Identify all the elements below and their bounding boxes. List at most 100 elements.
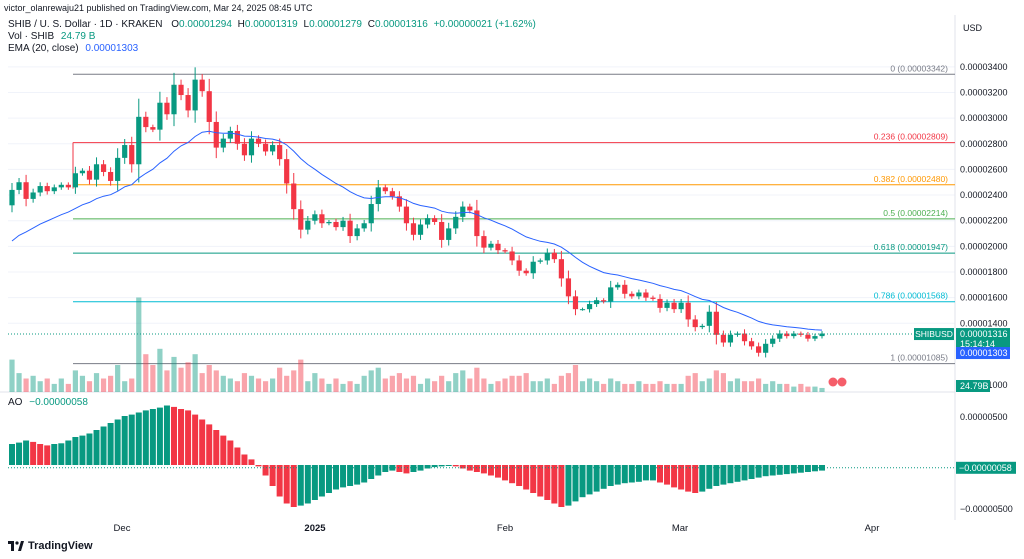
ohlc-open: 0.00001294	[179, 19, 232, 30]
ao-legend[interactable]: AO −0.00000058	[8, 397, 88, 408]
ao-bar	[811, 465, 818, 472]
volume-bar	[741, 381, 748, 392]
volume-bar	[277, 367, 283, 392]
candle-body	[671, 302, 677, 310]
candle-body	[375, 187, 381, 205]
volume-bar	[284, 375, 290, 392]
ao-bar	[9, 444, 15, 465]
volume-bar	[678, 383, 684, 392]
ao-bar	[727, 465, 734, 484]
ema-legend[interactable]: EMA (20, close) 0.00001303	[8, 43, 138, 54]
volume-bar	[100, 378, 107, 392]
volume-bar	[206, 365, 212, 392]
candle-body	[248, 138, 255, 156]
candle-body	[396, 196, 402, 207]
fib-level-label: 0.236 (0.00002809)	[874, 132, 948, 142]
volume-bar	[586, 378, 593, 392]
volume-bar	[213, 370, 219, 392]
volume-bar	[643, 383, 649, 392]
ao-bar	[206, 424, 213, 465]
volume-bar	[382, 378, 388, 392]
symbol-legend[interactable]: SHIB / U. S. Dollar · 1D · KRAKEN O0.000…	[8, 19, 536, 30]
ao-tag-bg	[956, 461, 1016, 474]
ao-bar	[375, 465, 382, 476]
ohlc-high-label: H	[237, 19, 245, 30]
candle-body	[305, 220, 311, 230]
candle-body	[410, 223, 417, 235]
candle-body	[791, 333, 797, 337]
ao-bar	[734, 465, 741, 482]
candle-body	[51, 187, 57, 192]
ao-bar	[755, 465, 762, 478]
brand-name: TradingView	[28, 540, 93, 552]
candle-body	[403, 206, 410, 224]
volume-bar	[474, 367, 480, 392]
candle-body	[199, 79, 205, 92]
candle-body	[657, 298, 663, 308]
ao-bar	[51, 444, 58, 465]
volume-bar	[763, 383, 769, 392]
volume-bar	[424, 378, 431, 392]
candle-body	[812, 336, 818, 339]
candle-body	[509, 251, 515, 261]
candle-body	[756, 346, 762, 353]
ao-bar	[495, 465, 501, 478]
candle-body	[523, 270, 529, 274]
time-axis-tick: Dec	[114, 523, 131, 534]
tradingview-logo[interactable]: TradingView	[8, 540, 93, 552]
ohlc-high: 0.00001319	[244, 19, 298, 30]
ao-value: −0.00000058	[29, 397, 88, 408]
volume-bar	[636, 381, 642, 392]
ao-bar	[713, 465, 720, 486]
candle-body	[312, 214, 318, 221]
candle-body	[629, 293, 635, 297]
candle-body	[432, 218, 438, 222]
volume-bar	[601, 383, 607, 392]
volume-bar	[446, 381, 452, 392]
ao-bar	[185, 410, 192, 465]
volume-bar	[791, 386, 797, 392]
candle-body	[23, 182, 29, 199]
ao-bar	[741, 465, 748, 481]
ao-bar	[593, 465, 600, 492]
ao-bar	[424, 465, 431, 469]
candle-body	[439, 221, 445, 240]
candle-body	[784, 333, 790, 337]
ao-bar	[58, 443, 65, 465]
volume-bar	[108, 375, 114, 392]
candle-body	[262, 143, 269, 152]
ao-bar	[579, 465, 586, 498]
volume-bar	[143, 354, 149, 392]
volume-legend[interactable]: Vol · SHIB 24.79 B	[8, 31, 95, 42]
candle-body	[770, 338, 776, 344]
candle-body	[720, 334, 726, 343]
ao-bar	[551, 465, 558, 504]
candle-body	[227, 130, 233, 139]
ao-bar	[678, 465, 685, 490]
time-axis[interactable]: Dec 2025 Feb Mar Apr	[114, 523, 880, 534]
ao-bar	[65, 440, 72, 465]
price-axis-tick: 0.00003400	[960, 62, 1008, 72]
ao-bar	[776, 465, 783, 475]
ao-bar	[565, 465, 572, 506]
fib-level-label: 0.382 (0.00002480)	[874, 174, 948, 184]
volume-bar	[608, 378, 614, 392]
price-axis[interactable]: 0.00003400 0.00003200 0.00003000 0.00002800…	[960, 62, 1013, 514]
ao-bar	[530, 465, 537, 493]
candle-body	[213, 121, 219, 148]
candle-body	[115, 157, 121, 181]
volume-bar	[509, 375, 515, 392]
ema-tag: 0.00001303	[960, 348, 1008, 358]
candle-body	[565, 278, 572, 297]
currency-label: USD	[963, 23, 983, 33]
volume-bar	[72, 370, 78, 392]
ao-bar	[607, 465, 614, 486]
volume-bar	[326, 383, 332, 392]
candle-body	[664, 302, 670, 308]
ao-bar	[199, 419, 206, 465]
volume-bar	[488, 383, 494, 392]
volume-bar	[410, 375, 417, 392]
ao-bar	[128, 414, 135, 465]
ao-bar	[93, 430, 100, 465]
